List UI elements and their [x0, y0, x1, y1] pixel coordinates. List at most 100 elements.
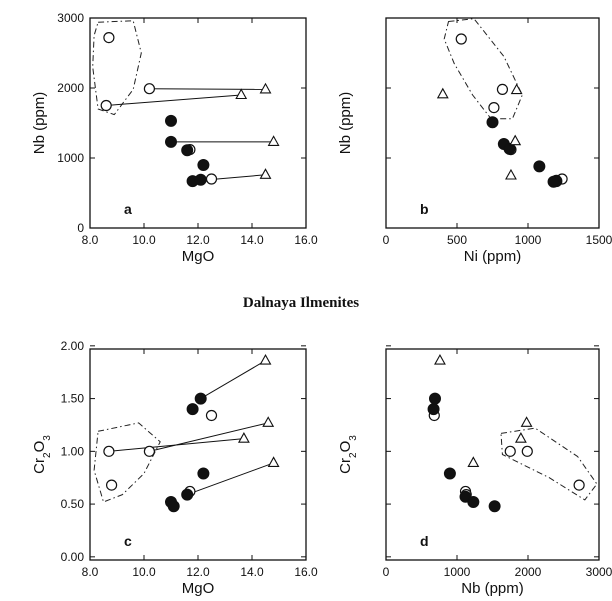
filled-circle-point-a: [165, 135, 177, 148]
x-tick-label-a: 8.0: [82, 233, 99, 247]
y-tick-label-a: 3000: [57, 11, 84, 25]
triangle-point-d: [467, 456, 480, 467]
filled-circle-point-d: [488, 500, 501, 513]
y-axis-label-d: Cr2O3: [337, 435, 359, 474]
panel-letter-d: d: [420, 533, 429, 549]
open-circle-point-d: [504, 445, 516, 457]
x-axis-label-d: Nb (ppm): [461, 580, 524, 597]
panel-letter-a: a: [124, 201, 132, 217]
x-tick-label-c: 16.0: [294, 565, 318, 579]
x-tick-label-a: 14.0: [240, 233, 264, 247]
y-tick-label-c: 2.00: [61, 339, 85, 353]
open-circle-point-c: [105, 479, 118, 491]
plot-frame-a: [89, 17, 307, 229]
x-tick-label-b: 0: [383, 233, 390, 247]
filled-circle-point-b: [547, 175, 560, 188]
plot-frame-b: [385, 17, 600, 229]
triangle-point-b: [505, 168, 517, 180]
triangle-point-a: [267, 135, 280, 146]
open-circle-point-c: [143, 445, 155, 457]
open-circle-point-c: [103, 445, 115, 457]
open-circle-point-d: [521, 445, 533, 457]
figure-title: Dalnaya Ilmenites: [243, 295, 359, 311]
panel-b: 0 500 1000 1500 Ni (ppm) Nb (ppm) b: [337, 17, 612, 265]
open-circle-point-c: [205, 409, 218, 422]
plot-frame-c: [89, 348, 307, 561]
y-tick-label-c: 1.00: [61, 444, 85, 458]
y-tick-label-c: 0.50: [61, 497, 85, 511]
filled-circle-point-b: [503, 142, 516, 155]
triangle-point-d: [514, 432, 527, 443]
envelope-outline-a: [92, 20, 142, 116]
filled-circle-point-d: [427, 403, 440, 416]
x-tick-label-d: 1000: [444, 565, 471, 579]
triangle-point-b: [436, 87, 449, 99]
panel-a: 8.0 10.0 12.0 14.0 16.0 0 1000 2000 3000 MgO Nb (p…: [31, 11, 318, 265]
open-circle-point-a: [103, 31, 115, 44]
filled-circle-point-d: [467, 495, 480, 508]
panel-letter-c: c: [124, 533, 132, 549]
filled-circle-point-d: [443, 467, 456, 480]
x-tick-label-b: 1500: [586, 233, 612, 247]
x-tick-label-c: 14.0: [240, 565, 264, 579]
tie-line-c: [187, 462, 274, 496]
envelope-outline-d: [500, 427, 598, 501]
filled-circle-point-b: [533, 160, 546, 173]
triangle-point-c: [262, 416, 275, 427]
x-tick-label-d: 3000: [586, 565, 612, 579]
filled-circle-point-b: [486, 116, 499, 129]
filled-circle-point-c: [167, 500, 180, 513]
filled-circle-point-a: [197, 159, 210, 171]
tie-line-a: [106, 94, 242, 106]
tie-line-c: [200, 360, 266, 400]
open-circle-point-a: [143, 83, 155, 95]
panel-d: 0 1000 2000 3000 Nb (ppm) Cr2O3 d: [337, 345, 612, 597]
x-tick-label-c: 12.0: [186, 565, 210, 579]
plot-frame-d: [385, 348, 600, 561]
x-tick-label-b: 500: [447, 233, 467, 247]
y-axis-label-c: Cr2O3: [31, 435, 53, 474]
filled-circle-point-c: [181, 488, 194, 501]
open-circle-point-a: [100, 99, 112, 112]
filled-circle-point-a: [194, 173, 207, 186]
x-tick-label-a: 12.0: [186, 233, 210, 247]
y-tick-label-c: 0.00: [61, 550, 85, 564]
tie-line-c: [149, 422, 269, 452]
open-circle-point-b: [496, 83, 509, 96]
x-tick-label-a: 16.0: [294, 233, 318, 247]
filled-circle-point-c: [186, 403, 199, 416]
x-tick-label-b: 1000: [515, 233, 542, 247]
open-circle-point-d: [573, 479, 585, 491]
open-circle-point-a: [205, 173, 218, 185]
triangle-point-b: [509, 134, 522, 146]
x-axis-label-b: Ni (ppm): [464, 248, 522, 265]
triangle-point-c: [237, 432, 250, 443]
x-tick-label-d: 0: [383, 565, 390, 579]
y-tick-label-a: 0: [77, 221, 84, 235]
x-axis-label-a: MgO: [182, 248, 215, 265]
filled-circle-point-a: [165, 114, 177, 127]
filled-circle-point-a: [181, 144, 194, 157]
envelope-outline-c: [93, 422, 161, 503]
filled-circle-point-d: [428, 392, 441, 405]
x-tick-label-a: 10.0: [132, 233, 156, 247]
tie-line-a: [149, 88, 266, 90]
triangle-point-d: [434, 353, 446, 365]
y-axis-label-a: Nb (ppm): [31, 92, 48, 155]
x-tick-label-d: 2000: [515, 565, 542, 579]
triangle-point-b: [510, 83, 523, 95]
triangle-point-d: [520, 416, 533, 427]
filled-circle-point-c: [197, 467, 210, 480]
y-tick-label-c: 1.50: [61, 392, 85, 406]
triangle-point-a: [235, 88, 248, 100]
x-tick-label-c: 8.0: [82, 565, 99, 579]
y-axis-label-b: Nb (ppm): [337, 92, 354, 155]
envelope-outline-b: [443, 18, 523, 120]
panel-c: 8.0 10.0 12.0 14.0 16.0 0.00 0.50 1.00 1.50 2.00 M…: [31, 339, 318, 597]
panel-letter-b: b: [420, 201, 429, 217]
open-circle-point-b: [455, 33, 467, 45]
y-tick-label-a: 2000: [57, 81, 84, 95]
x-axis-label-c: MgO: [182, 580, 215, 597]
filled-circle-point-c: [194, 392, 207, 405]
